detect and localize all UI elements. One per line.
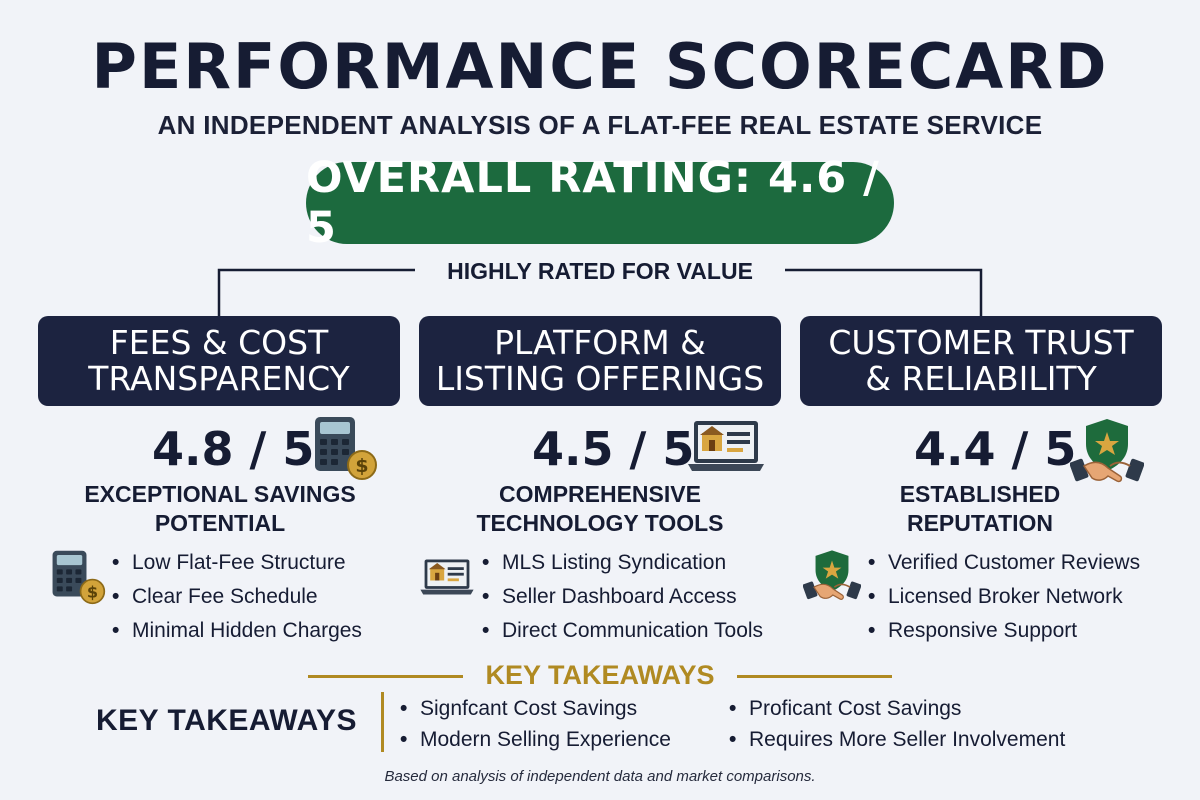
svg-text:$: $ [355,455,368,477]
summary-label: HIGHLY RATED FOR VALUE [447,258,753,284]
takeaways-label: KEY TAKEAWAYS [96,704,358,737]
category-score: 4.4 / 5 [914,422,1077,476]
footer-note: Based on analysis of independent data an… [384,768,816,785]
list-item: Direct Communication Tools [482,614,763,648]
calculator-coin-icon: $ [52,550,106,605]
takeaways-divider-left [308,675,463,678]
shield-handshake-icon [803,550,861,600]
takeaways-heading: KEY TAKEAWAYS [485,660,715,690]
category-title: FEES & COST TRANSPARENCY [88,323,350,398]
category-header-fees: FEES & COST TRANSPARENCY [38,316,400,406]
list-item: Signfcant Cost Savings [400,693,671,724]
list-item: Verified Customer Reviews [868,546,1140,580]
laptop-listing-icon [420,559,474,595]
category-feature-list: Verified Customer Reviews Licensed Broke… [868,546,1140,648]
list-item: MLS Listing Syndication [482,546,763,580]
list-item: Licensed Broker Network [868,580,1140,614]
list-item: Clear Fee Schedule [112,580,362,614]
category-header-platform: PLATFORM & LISTING OFFERINGS [419,316,781,406]
category-feature-list: MLS Listing Syndication Seller Dashboard… [482,546,763,648]
page-title: PERFORMANCE SCORECARD [91,30,1109,103]
calculator-coin-icon: $ [315,417,377,480]
list-item: Requires More Seller Involvement [729,724,1065,755]
category-score: 4.8 / 5 [152,422,315,476]
category-title: CUSTOMER TRUST & RELIABILITY [828,323,1134,398]
laptop-listing-icon [688,421,764,471]
list-item: Responsive Support [868,614,1140,648]
category-header-trust: CUSTOMER TRUST & RELIABILITY [800,316,1162,406]
category-description: COMPREHENSIVE TECHNOLOGY TOOLS [476,481,724,536]
svg-text:$: $ [87,582,98,601]
page-subtitle: AN INDEPENDENT ANALYSIS OF A FLAT-FEE RE… [157,110,1043,140]
category-title: PLATFORM & LISTING OFFERINGS [435,323,765,398]
list-item: Minimal Hidden Charges [112,614,362,648]
takeaways-separator [381,692,384,752]
category-description: EXCEPTIONAL SAVINGS POTENTIAL [84,481,356,536]
list-item: Modern Selling Experience [400,724,671,755]
takeaways-divider-right [737,675,892,678]
category-description: ESTABLISHED REPUTATION [899,481,1061,536]
category-score: 4.5 / 5 [532,422,695,476]
takeaways-list-2: Proficant Cost Savings Requires More Sel… [729,693,1065,755]
takeaways-list-1: Signfcant Cost Savings Modern Selling Ex… [400,693,671,755]
list-item: Low Flat-Fee Structure [112,546,362,580]
category-feature-list: Low Flat-Fee Structure Clear Fee Schedul… [112,546,362,648]
list-item: Proficant Cost Savings [729,693,1065,724]
list-item: Seller Dashboard Access [482,580,763,614]
tree-connector [217,268,983,316]
shield-handshake-icon [1070,419,1144,483]
